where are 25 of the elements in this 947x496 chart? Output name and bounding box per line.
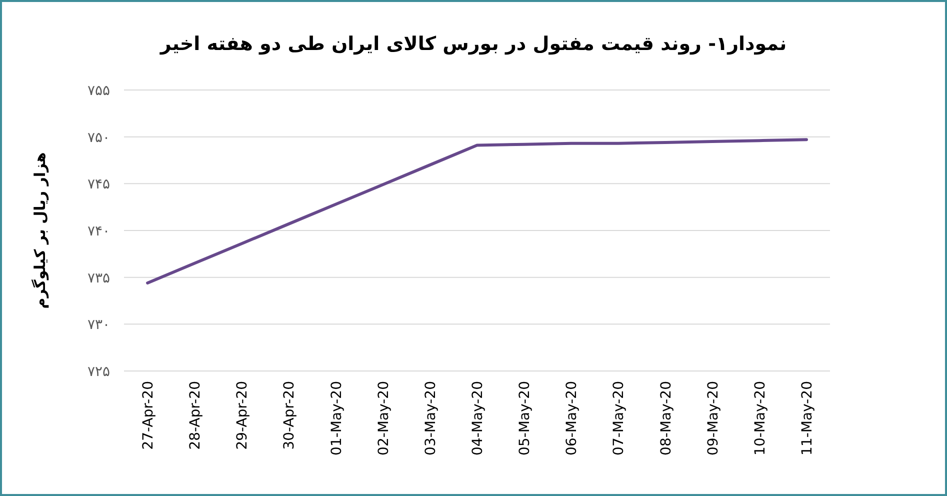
x-tick-label: 28-Apr-20 (188, 381, 204, 450)
x-tick-label: 09-May-20 (705, 381, 722, 456)
x-tick-label: 01-May-20 (328, 381, 345, 456)
x-tick-label: 27-Apr-20 (140, 381, 157, 450)
x-tick-label: 30-Apr-20 (282, 381, 298, 450)
x-tick-label: 08-May-20 (658, 381, 674, 456)
x-tick-label: 06-May-20 (564, 381, 580, 456)
x-tick-label: 04-May-20 (470, 381, 486, 456)
x-tick-label: 03-May-20 (422, 381, 439, 456)
x-tick-label: 10-May-20 (752, 381, 768, 456)
x-tick-label: 07-May-20 (611, 381, 628, 456)
x-tick-label: 11-May-20 (799, 381, 816, 456)
line-series (146, 138, 808, 284)
x-tick-label: 05-May-20 (517, 381, 534, 456)
x-tick-label: 02-May-20 (376, 381, 392, 456)
y-tick-label: ۷۳۰ (87, 317, 110, 334)
y-axis-title: هزار ریال بر کیلوگرم (31, 152, 49, 309)
y-tick-label: ۷۴۰ (87, 224, 110, 240)
y-tick-label: ۷۲۵ (87, 364, 110, 380)
y-tick-label: ۷۳۵ (87, 270, 110, 286)
y-tick-label: ۷۵۵ (87, 83, 110, 99)
x-tick-label: 29-Apr-20 (234, 381, 251, 450)
y-tick-label: ۷۴۵ (87, 176, 110, 193)
y-tick-label: ۷۵۰ (87, 130, 110, 146)
chart-title: نمودار۱- روند قیمت مفتول در بورس کالای ایران طی دو هفته اخیر (159, 33, 787, 55)
